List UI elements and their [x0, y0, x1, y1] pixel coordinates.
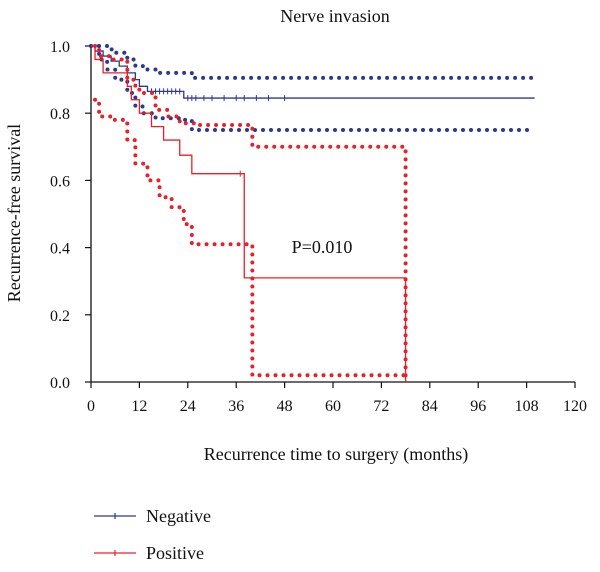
y-tick-label: 1.0	[50, 39, 70, 56]
y-axis-label: Recurrence-free survival	[4, 124, 24, 302]
ci-upper-positive	[93, 44, 408, 384]
y-tick-label: 0.6	[50, 173, 70, 190]
x-tick-label: 60	[325, 398, 341, 415]
x-tick-label: 48	[277, 398, 293, 415]
legend-label-positive: Positive	[146, 543, 204, 563]
x-tick-label: 84	[422, 398, 438, 415]
y-tick-label: 0.4	[50, 241, 70, 258]
legend: Negative Positive	[94, 506, 211, 563]
x-tick-label: 72	[373, 398, 389, 415]
ci-lower-positive	[93, 97, 408, 378]
ci-upper-negative	[89, 44, 537, 80]
x-tick-label: 36	[228, 398, 244, 415]
y-tick-label: 0.2	[50, 308, 70, 325]
x-tick-label: 120	[563, 398, 587, 415]
x-tick-label: 96	[470, 398, 486, 415]
x-tick-label: 24	[180, 398, 196, 415]
plot-area: 0 12 24 36 48 60 72 84 96 108 120 0.0 0.2 0.4 0.6 0.8 1.…	[50, 39, 587, 415]
survival-curve-positive	[91, 45, 407, 382]
x-axis-label: Recurrence time to surgery (months)	[204, 444, 469, 465]
x-tick-label: 0	[87, 398, 95, 415]
legend-label-negative: Negative	[146, 506, 211, 526]
survival-curve-negative	[91, 45, 535, 99]
chart-title: Nerve invasion	[280, 6, 389, 26]
y-tick-label: 0.8	[50, 106, 70, 123]
x-tick-label: 108	[515, 398, 539, 415]
y-tick-label: 0.0	[50, 375, 70, 392]
p-value-annotation: P=0.010	[292, 237, 353, 257]
ci-lower-negative	[89, 44, 537, 132]
x-tick-label: 12	[131, 398, 147, 415]
